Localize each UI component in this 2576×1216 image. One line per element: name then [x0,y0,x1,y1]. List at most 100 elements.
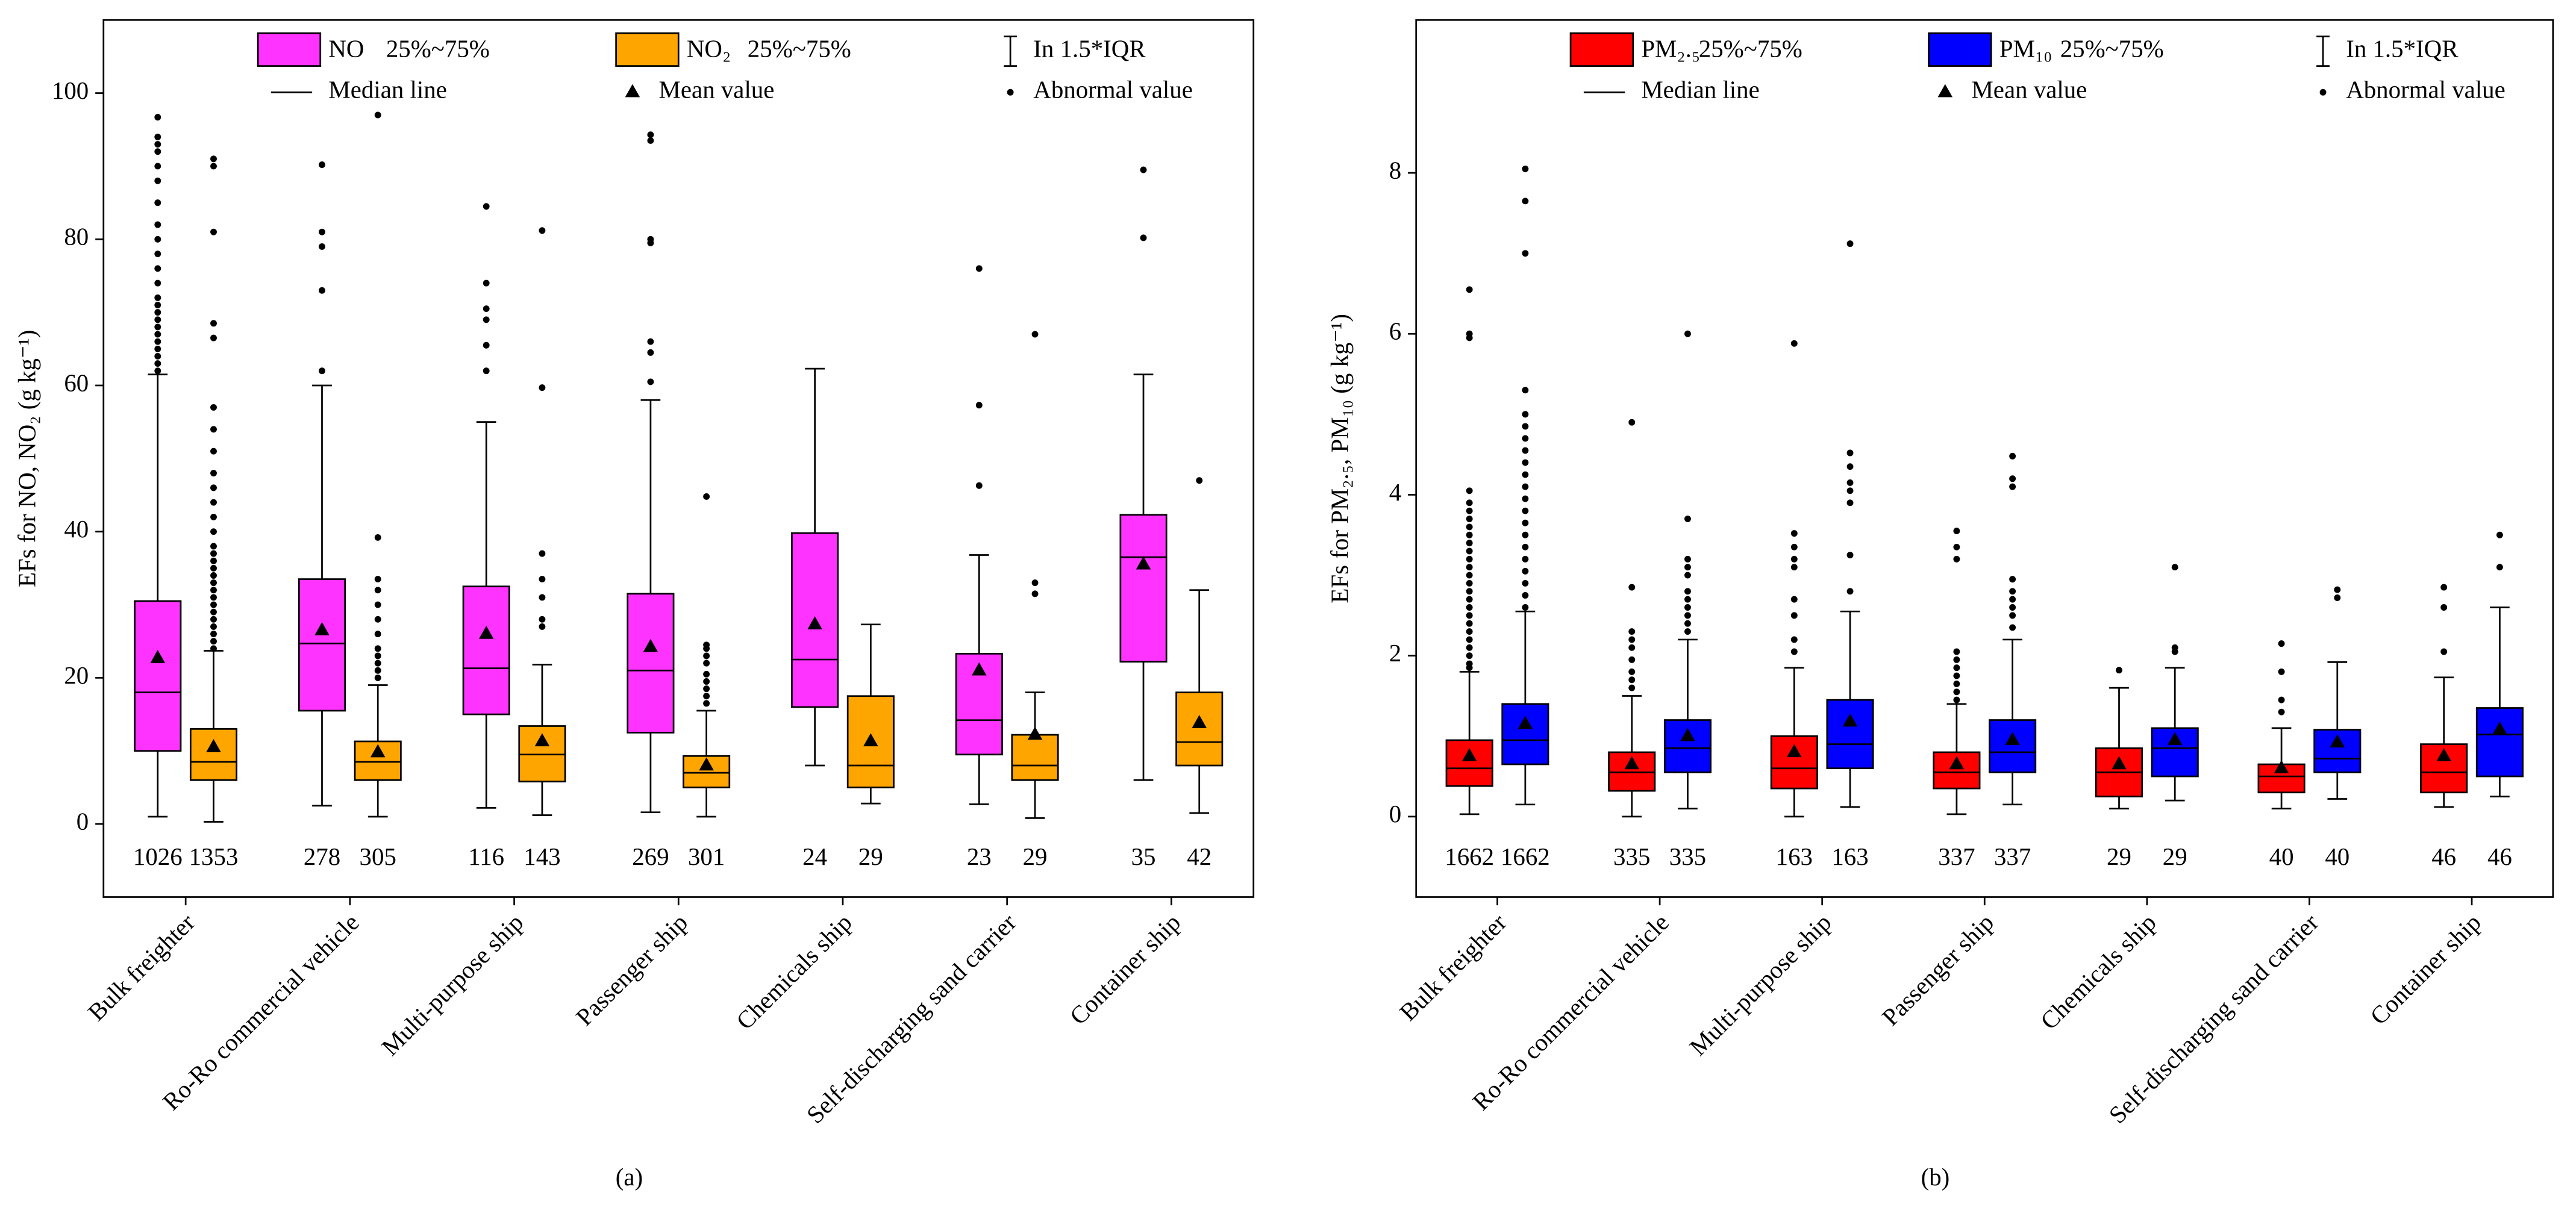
outlier [703,700,710,707]
mean-marker [150,649,166,663]
outlier [210,543,217,550]
x-tick-label: Container ship [2365,909,2486,1030]
legend-outlier [1007,89,1014,96]
outlier [1684,555,1691,563]
y-tick-label: 8 [1389,157,1401,184]
outlier [1684,620,1691,627]
outlier [1522,165,1529,172]
outlier [1466,628,1473,635]
outlier [1953,672,1960,679]
x-tick-label: Multi-purpose ship [377,909,529,1061]
outlier [1628,676,1636,684]
mean-marker [1192,715,1207,728]
outlier [1522,543,1529,550]
box [1989,719,2037,773]
outlier [2009,475,2016,482]
outlier [154,221,161,228]
outlier [1466,540,1473,547]
outlier [1466,660,1473,667]
outlier [374,601,381,608]
outlier [210,631,217,638]
outlier [1522,447,1529,454]
outlier [539,616,546,623]
mean-marker [1518,716,1533,729]
legend-label: PM₁₀ [1999,35,2052,62]
outlier [703,641,710,649]
outlier [703,693,710,700]
legend-label: Median line [328,76,446,104]
outlier [1140,234,1147,242]
outlier [1466,636,1473,643]
outlier [1846,499,1854,507]
box [2257,763,2306,794]
outlier [1466,487,1473,494]
count-label: 163 [1776,843,1813,870]
y-tick-label: 20 [64,662,89,689]
count-label: 40 [2269,843,2294,870]
outlier [1522,592,1529,599]
count-label: 29 [2107,843,2131,870]
outlier [210,550,217,557]
box [1175,691,1224,767]
outlier [1628,636,1636,643]
outlier [1953,680,1960,687]
box [627,593,675,734]
outlier [154,316,161,323]
outlier [2009,596,2016,603]
outlier [1466,604,1473,611]
outlier [210,638,217,645]
outlier [1140,166,1147,173]
outlier [210,557,217,564]
outlier [975,265,983,272]
outlier [210,426,217,433]
x-tick-label: Bulk freighter [1395,909,1512,1026]
outlier [2440,648,2448,655]
outlier [374,616,381,623]
outlier [1846,449,1854,457]
outlier [703,659,710,667]
count-label: 1353 [189,843,239,870]
outlier [1684,628,1691,635]
outlier [154,309,161,316]
outlier [1790,555,1798,563]
outlier [1628,668,1636,675]
legend-label: 25%~75% [2060,35,2164,62]
legend-outlier [2319,89,2327,96]
count-label: 29 [858,843,883,870]
outlier [1466,547,1473,555]
outlier [210,616,217,623]
outlier [1522,471,1529,478]
outlier [1628,644,1636,651]
outlier [154,302,161,308]
legend-whisker [2316,36,2330,67]
outlier [647,131,654,139]
outlier [1522,387,1529,394]
outlier [210,163,217,170]
outlier [539,576,546,583]
legend-label: Abnormal value [2346,76,2506,104]
box [189,728,238,781]
count-label: 163 [1831,843,1868,870]
mean-marker [206,739,221,752]
count-label: 1662 [1501,843,1550,870]
box [1826,699,1874,770]
legend-label: 25%~75% [386,35,490,62]
legend-label: Median line [1641,76,1759,104]
outlier [1790,530,1798,537]
outlier [1790,564,1798,571]
outlier [1684,612,1691,619]
legend-swatch [1928,32,1992,67]
outlier [2009,588,2016,595]
count-label: 143 [524,843,560,870]
outlier [210,334,217,341]
outlier [703,652,710,659]
outlier [1522,411,1529,418]
outlier [1522,423,1529,430]
outlier [210,594,217,601]
outlier [210,579,217,587]
outlier [2440,604,2448,611]
outlier [154,345,161,352]
mean-marker [1027,726,1043,740]
outlier [1628,628,1636,635]
outlier [2009,576,2016,583]
